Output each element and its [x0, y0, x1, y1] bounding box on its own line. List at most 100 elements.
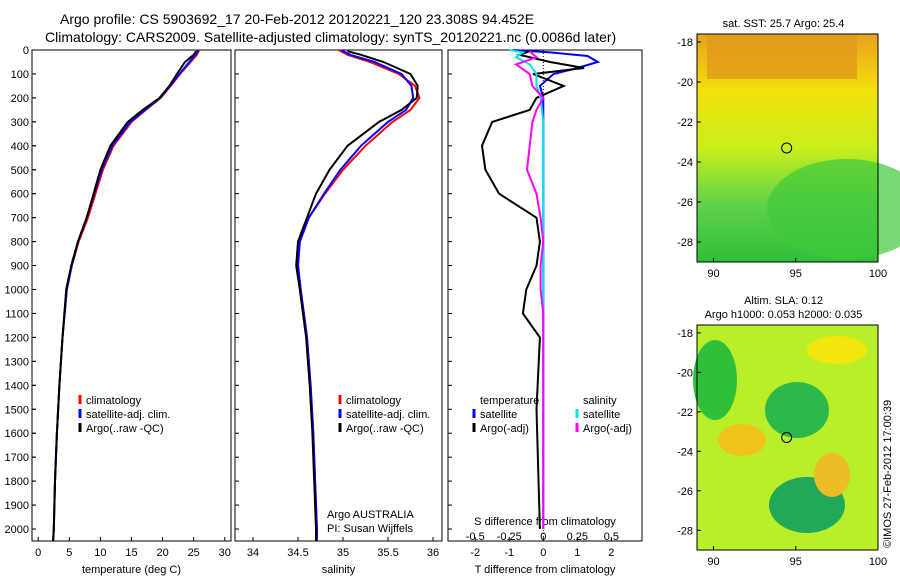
depth-tick-label: 1400 [5, 380, 29, 392]
series-line [513, 50, 545, 529]
depth-tick-label: 1700 [5, 452, 29, 464]
map-y-tick-label: -24 [677, 157, 693, 169]
legend-group-salinity: salinity [583, 395, 617, 407]
sst-cool-patch [767, 159, 900, 259]
plot-frame [234, 49, 443, 542]
header-line-2: Climatology: CARS2009. Satellite-adjuste… [45, 29, 617, 45]
x-tick-label: 34 [247, 547, 259, 559]
x-tick-label: 0 [540, 547, 546, 559]
sla-high-eddy [807, 336, 867, 364]
map-y-tick-label: -28 [677, 525, 693, 537]
depth-tick-label: 400 [11, 141, 29, 153]
x-tick-label: 1 [574, 547, 580, 559]
argo-position-marker [781, 142, 793, 154]
sal-legend-label: satellite-adj. clim. [346, 409, 430, 421]
map-y-tick-label: -18 [677, 37, 693, 49]
map-y-tick-label: -20 [677, 367, 693, 379]
map-title: sat. SST: 25.7 Argo: 25.4 [723, 18, 845, 30]
map-x-tick-label: 100 [869, 268, 887, 280]
depth-tick-label: 1100 [5, 308, 29, 320]
depth-tick-label: 500 [11, 165, 29, 177]
x-tick-label: 36 [427, 547, 439, 559]
sal-legend-label: climatology [346, 395, 402, 407]
map-x-tick-label: 90 [707, 556, 719, 568]
annotation-pi: PI: Susan Wijffels [327, 523, 413, 535]
x-tick-label: 35.5 [377, 547, 398, 559]
x-tick-label: 25 [188, 547, 200, 559]
temp-legend-label: Argo(..raw -QC) [86, 423, 164, 435]
depth-tick-label: 1000 [5, 285, 29, 297]
map-y-tick-label: -26 [677, 197, 693, 209]
sla-high-eddy [718, 424, 766, 456]
top-tick-label: 0.5 [604, 531, 619, 543]
x-tick-label: 35 [337, 547, 349, 559]
x-tick-label: 5 [66, 547, 72, 559]
series-line [296, 49, 421, 541]
series-line [295, 50, 419, 541]
x-tick-label: 10 [94, 547, 106, 559]
x-axis-label: temperature (deg C) [82, 564, 181, 576]
map-title: Argo h1000: 0.053 h2000: 0.035 [705, 309, 863, 321]
depth-tick-label: 800 [11, 237, 29, 249]
depth-tick-label: 1600 [5, 428, 29, 440]
temp-legend-label: satellite-adj. clim. [86, 409, 170, 421]
map-y-tick-label: -28 [677, 237, 693, 249]
depth-tick-label: 600 [11, 189, 29, 201]
series-line [480, 50, 585, 530]
depth-tick-label: 100 [11, 69, 29, 81]
sst-warm-patch [707, 34, 857, 79]
x-tick-label: 15 [125, 547, 137, 559]
map-x-tick-label: 90 [707, 268, 719, 280]
x-tick-label: 20 [156, 547, 168, 559]
depth-tick-label: 1900 [5, 500, 29, 512]
depth-tick-label: 900 [11, 261, 29, 273]
map-title: Altim. SLA: 0.12 [744, 295, 823, 307]
plot-frame [447, 49, 643, 542]
series-line [509, 49, 545, 529]
map-y-tick-label: -26 [677, 486, 693, 498]
map-y-tick-label: -22 [677, 117, 693, 129]
x-tick-label: 30 [219, 547, 231, 559]
x-axis-label: T difference from climatology [475, 564, 616, 576]
sal-legend-label: Argo(..raw -QC) [346, 423, 424, 435]
sla-low-eddy [765, 382, 829, 438]
map-y-tick-label: -22 [677, 407, 693, 419]
top-tick-label: 0 [540, 531, 546, 543]
map-y-tick-label: -24 [677, 446, 693, 458]
header-line-1: Argo profile: CS 5903692_17 20-Feb-2012 … [60, 11, 535, 27]
diff-legend-s-label: Argo(-adj) [583, 423, 632, 435]
temp-legend-label: climatology [86, 395, 142, 407]
depth-tick-label: 0 [23, 45, 29, 57]
top-tick-label: -0.5 [466, 531, 485, 543]
argo-position-marker [781, 432, 793, 443]
map-x-tick-label: 100 [869, 556, 887, 568]
series-line [52, 50, 198, 542]
top-tick-label: 0.25 [567, 531, 588, 543]
x-axis-label: salinity [322, 564, 356, 576]
legend-group-temperature: temperature [480, 395, 539, 407]
depth-tick-label: 300 [11, 117, 29, 129]
diff-legend-s-label: satellite [583, 409, 620, 421]
map-y-tick-label: -18 [677, 328, 693, 340]
x-tick-label: -1 [504, 547, 514, 559]
sla-high-eddy [814, 453, 850, 497]
plot-frame [31, 49, 232, 542]
depth-tick-label: 700 [11, 213, 29, 225]
diff-legend-t-label: Argo(-adj) [480, 423, 529, 435]
depth-tick-label: 1800 [5, 476, 29, 488]
x-tick-label: -2 [470, 547, 480, 559]
x-axis-label-top: S difference from climatology [474, 516, 616, 528]
top-tick-label: -0.25 [497, 531, 522, 543]
depth-tick-label: 200 [11, 93, 29, 105]
map-frame [696, 33, 879, 263]
map-frame [696, 324, 879, 551]
x-tick-label: 34.5 [287, 547, 308, 559]
map-x-tick-label: 95 [790, 556, 802, 568]
depth-tick-label: 1500 [5, 404, 29, 416]
depth-tick-label: 2000 [5, 524, 29, 536]
annotation-argo-australia: Argo AUSTRALIA [327, 509, 414, 521]
map-y-tick-label: -20 [677, 77, 693, 89]
sla-low-eddy [693, 340, 737, 420]
diff-legend-t-label: satellite [480, 409, 517, 421]
